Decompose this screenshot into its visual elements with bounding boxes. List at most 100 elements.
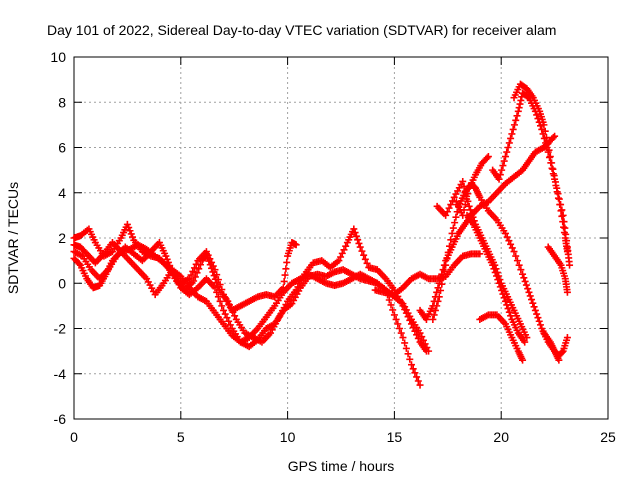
data-point: [537, 321, 545, 329]
data-point: [468, 210, 476, 218]
data-point: [163, 255, 171, 263]
data-point: [528, 296, 536, 304]
data-point: [402, 344, 410, 352]
data-point: [546, 153, 554, 161]
data-point: [190, 277, 198, 285]
series-arc15: [544, 243, 571, 296]
data-point: [515, 104, 523, 112]
data-point: [499, 162, 507, 170]
data-point: [390, 311, 398, 319]
data-point: [459, 211, 467, 219]
data-point: [501, 153, 509, 161]
data-point: [389, 306, 397, 314]
data-point: [213, 271, 221, 279]
data-point: [360, 251, 368, 259]
series-arc11: [452, 153, 492, 219]
data-point: [551, 178, 559, 186]
data-point: [204, 251, 212, 259]
data-point: [495, 175, 503, 183]
data-point: [562, 230, 570, 238]
data-point: [282, 265, 290, 273]
data-point: [442, 261, 450, 269]
data-point: [439, 274, 447, 282]
data-point: [493, 272, 501, 280]
data-point: [440, 267, 448, 275]
data-point: [406, 355, 414, 363]
data-point: [515, 261, 523, 269]
data-point: [507, 134, 515, 142]
data-point: [484, 153, 492, 161]
data-point: [125, 224, 133, 232]
data-point: [512, 116, 520, 124]
data-point: [514, 107, 522, 115]
data-point: [489, 261, 497, 269]
data-point: [494, 276, 502, 284]
y-axis-label: SDTVAR / TECUs: [5, 182, 21, 294]
data-point: [461, 201, 469, 209]
data-point: [459, 177, 467, 185]
data-point: [363, 259, 371, 267]
data-point: [448, 229, 456, 237]
data-point: [352, 232, 360, 240]
chart-title: Day 101 of 2022, Sidereal Day-to-day VTE…: [47, 22, 556, 38]
data-point: [433, 302, 441, 310]
data-point: [495, 279, 503, 287]
data-point: [407, 361, 415, 369]
data-point: [563, 237, 571, 245]
x-tick-label: 20: [493, 429, 509, 445]
data-point: [126, 227, 134, 235]
data-point: [533, 310, 541, 318]
data-point: [510, 248, 518, 256]
data-point: [342, 242, 350, 250]
data-point: [421, 340, 429, 348]
data-point: [185, 275, 193, 283]
data-point: [525, 288, 533, 296]
data-point: [166, 262, 174, 270]
data-point: [399, 334, 407, 342]
data-point: [162, 252, 170, 260]
data-point: [209, 262, 217, 270]
data-point: [418, 333, 426, 341]
data-point: [189, 267, 197, 275]
data-point: [429, 315, 437, 323]
data-point: [438, 280, 446, 288]
series-arc14: [540, 329, 571, 360]
data-point: [510, 121, 518, 129]
data-point: [558, 206, 566, 214]
data-point: [507, 240, 515, 248]
data-point: [501, 229, 509, 237]
data-point: [491, 268, 499, 276]
data-point: [337, 253, 345, 261]
data-point: [218, 302, 226, 310]
data-point: [231, 312, 239, 320]
data-point: [434, 297, 442, 305]
data-point: [356, 243, 364, 251]
data-point: [521, 338, 529, 346]
data-point: [560, 218, 568, 226]
data-point: [193, 269, 201, 277]
data-point: [522, 281, 530, 289]
data-point: [419, 336, 427, 344]
data-point: [519, 270, 527, 278]
data-point: [524, 285, 532, 293]
data-point: [517, 266, 525, 274]
data-point: [504, 305, 512, 313]
data-point: [411, 369, 419, 377]
data-point: [529, 299, 537, 307]
data-point: [503, 233, 511, 241]
x-tick-label: 5: [177, 429, 185, 445]
data-point: [75, 260, 83, 268]
data-point: [437, 286, 445, 294]
data-point: [397, 329, 405, 337]
data-point: [466, 206, 474, 214]
data-point: [442, 211, 450, 219]
data-point: [225, 317, 233, 325]
data-point: [553, 184, 561, 192]
y-tick-label: 6: [58, 140, 66, 156]
x-tick-label: 25: [600, 429, 616, 445]
data-point: [413, 373, 421, 381]
y-tick-label: -6: [54, 411, 67, 427]
data-point: [404, 350, 412, 358]
data-point: [392, 315, 400, 323]
data-point: [520, 274, 528, 282]
